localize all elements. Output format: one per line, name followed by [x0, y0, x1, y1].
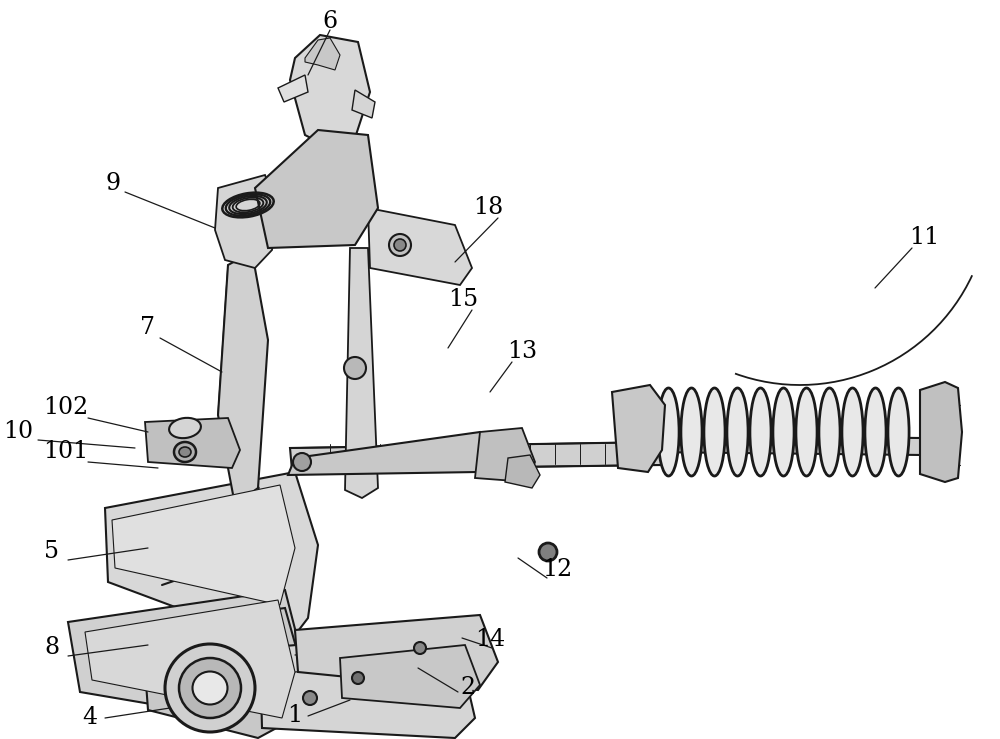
Text: 13: 13: [507, 341, 537, 364]
Ellipse shape: [303, 691, 317, 705]
Polygon shape: [475, 428, 535, 482]
Ellipse shape: [352, 672, 364, 684]
Polygon shape: [345, 248, 378, 498]
Ellipse shape: [727, 388, 748, 476]
Polygon shape: [295, 615, 498, 690]
Polygon shape: [68, 590, 305, 728]
Ellipse shape: [681, 388, 702, 476]
Polygon shape: [142, 608, 302, 738]
Ellipse shape: [414, 642, 426, 654]
Text: 9: 9: [105, 171, 121, 194]
Polygon shape: [145, 418, 240, 468]
Text: 14: 14: [475, 628, 505, 652]
Polygon shape: [112, 485, 295, 605]
Text: 5: 5: [44, 540, 60, 564]
Ellipse shape: [169, 418, 201, 438]
Polygon shape: [352, 90, 375, 118]
Text: 102: 102: [43, 397, 89, 420]
Ellipse shape: [773, 388, 794, 476]
Ellipse shape: [842, 388, 863, 476]
Polygon shape: [340, 645, 480, 708]
Text: 4: 4: [82, 706, 98, 729]
Ellipse shape: [192, 672, 228, 704]
Ellipse shape: [750, 388, 771, 476]
Text: 15: 15: [448, 288, 478, 312]
Polygon shape: [215, 175, 278, 268]
Text: 8: 8: [44, 636, 60, 659]
Ellipse shape: [344, 357, 366, 379]
Polygon shape: [648, 435, 922, 455]
Ellipse shape: [704, 388, 725, 476]
Polygon shape: [85, 600, 295, 718]
Ellipse shape: [394, 239, 406, 251]
Polygon shape: [612, 385, 665, 472]
Ellipse shape: [389, 234, 411, 256]
Text: 6: 6: [322, 10, 338, 33]
Text: 1: 1: [287, 704, 303, 727]
Polygon shape: [288, 432, 495, 475]
Polygon shape: [260, 632, 475, 738]
Ellipse shape: [658, 388, 679, 476]
Text: 12: 12: [542, 559, 572, 582]
Polygon shape: [305, 38, 340, 70]
Text: 7: 7: [140, 316, 156, 339]
Text: 18: 18: [473, 197, 503, 219]
Ellipse shape: [293, 453, 311, 471]
Polygon shape: [278, 75, 308, 102]
Ellipse shape: [865, 388, 886, 476]
Ellipse shape: [179, 447, 191, 457]
Polygon shape: [290, 35, 370, 148]
Ellipse shape: [179, 658, 241, 718]
Text: 2: 2: [460, 676, 476, 700]
Ellipse shape: [539, 543, 557, 561]
Text: 10: 10: [3, 420, 33, 443]
Polygon shape: [368, 208, 472, 285]
Ellipse shape: [165, 644, 255, 732]
Polygon shape: [218, 252, 268, 505]
Text: 101: 101: [43, 440, 89, 463]
Polygon shape: [920, 382, 962, 482]
Ellipse shape: [796, 388, 817, 476]
Polygon shape: [255, 130, 378, 248]
Polygon shape: [505, 455, 540, 488]
Polygon shape: [290, 442, 662, 470]
Ellipse shape: [888, 388, 909, 476]
Text: 11: 11: [909, 226, 939, 250]
Polygon shape: [105, 472, 318, 648]
Ellipse shape: [819, 388, 840, 476]
Ellipse shape: [174, 442, 196, 462]
